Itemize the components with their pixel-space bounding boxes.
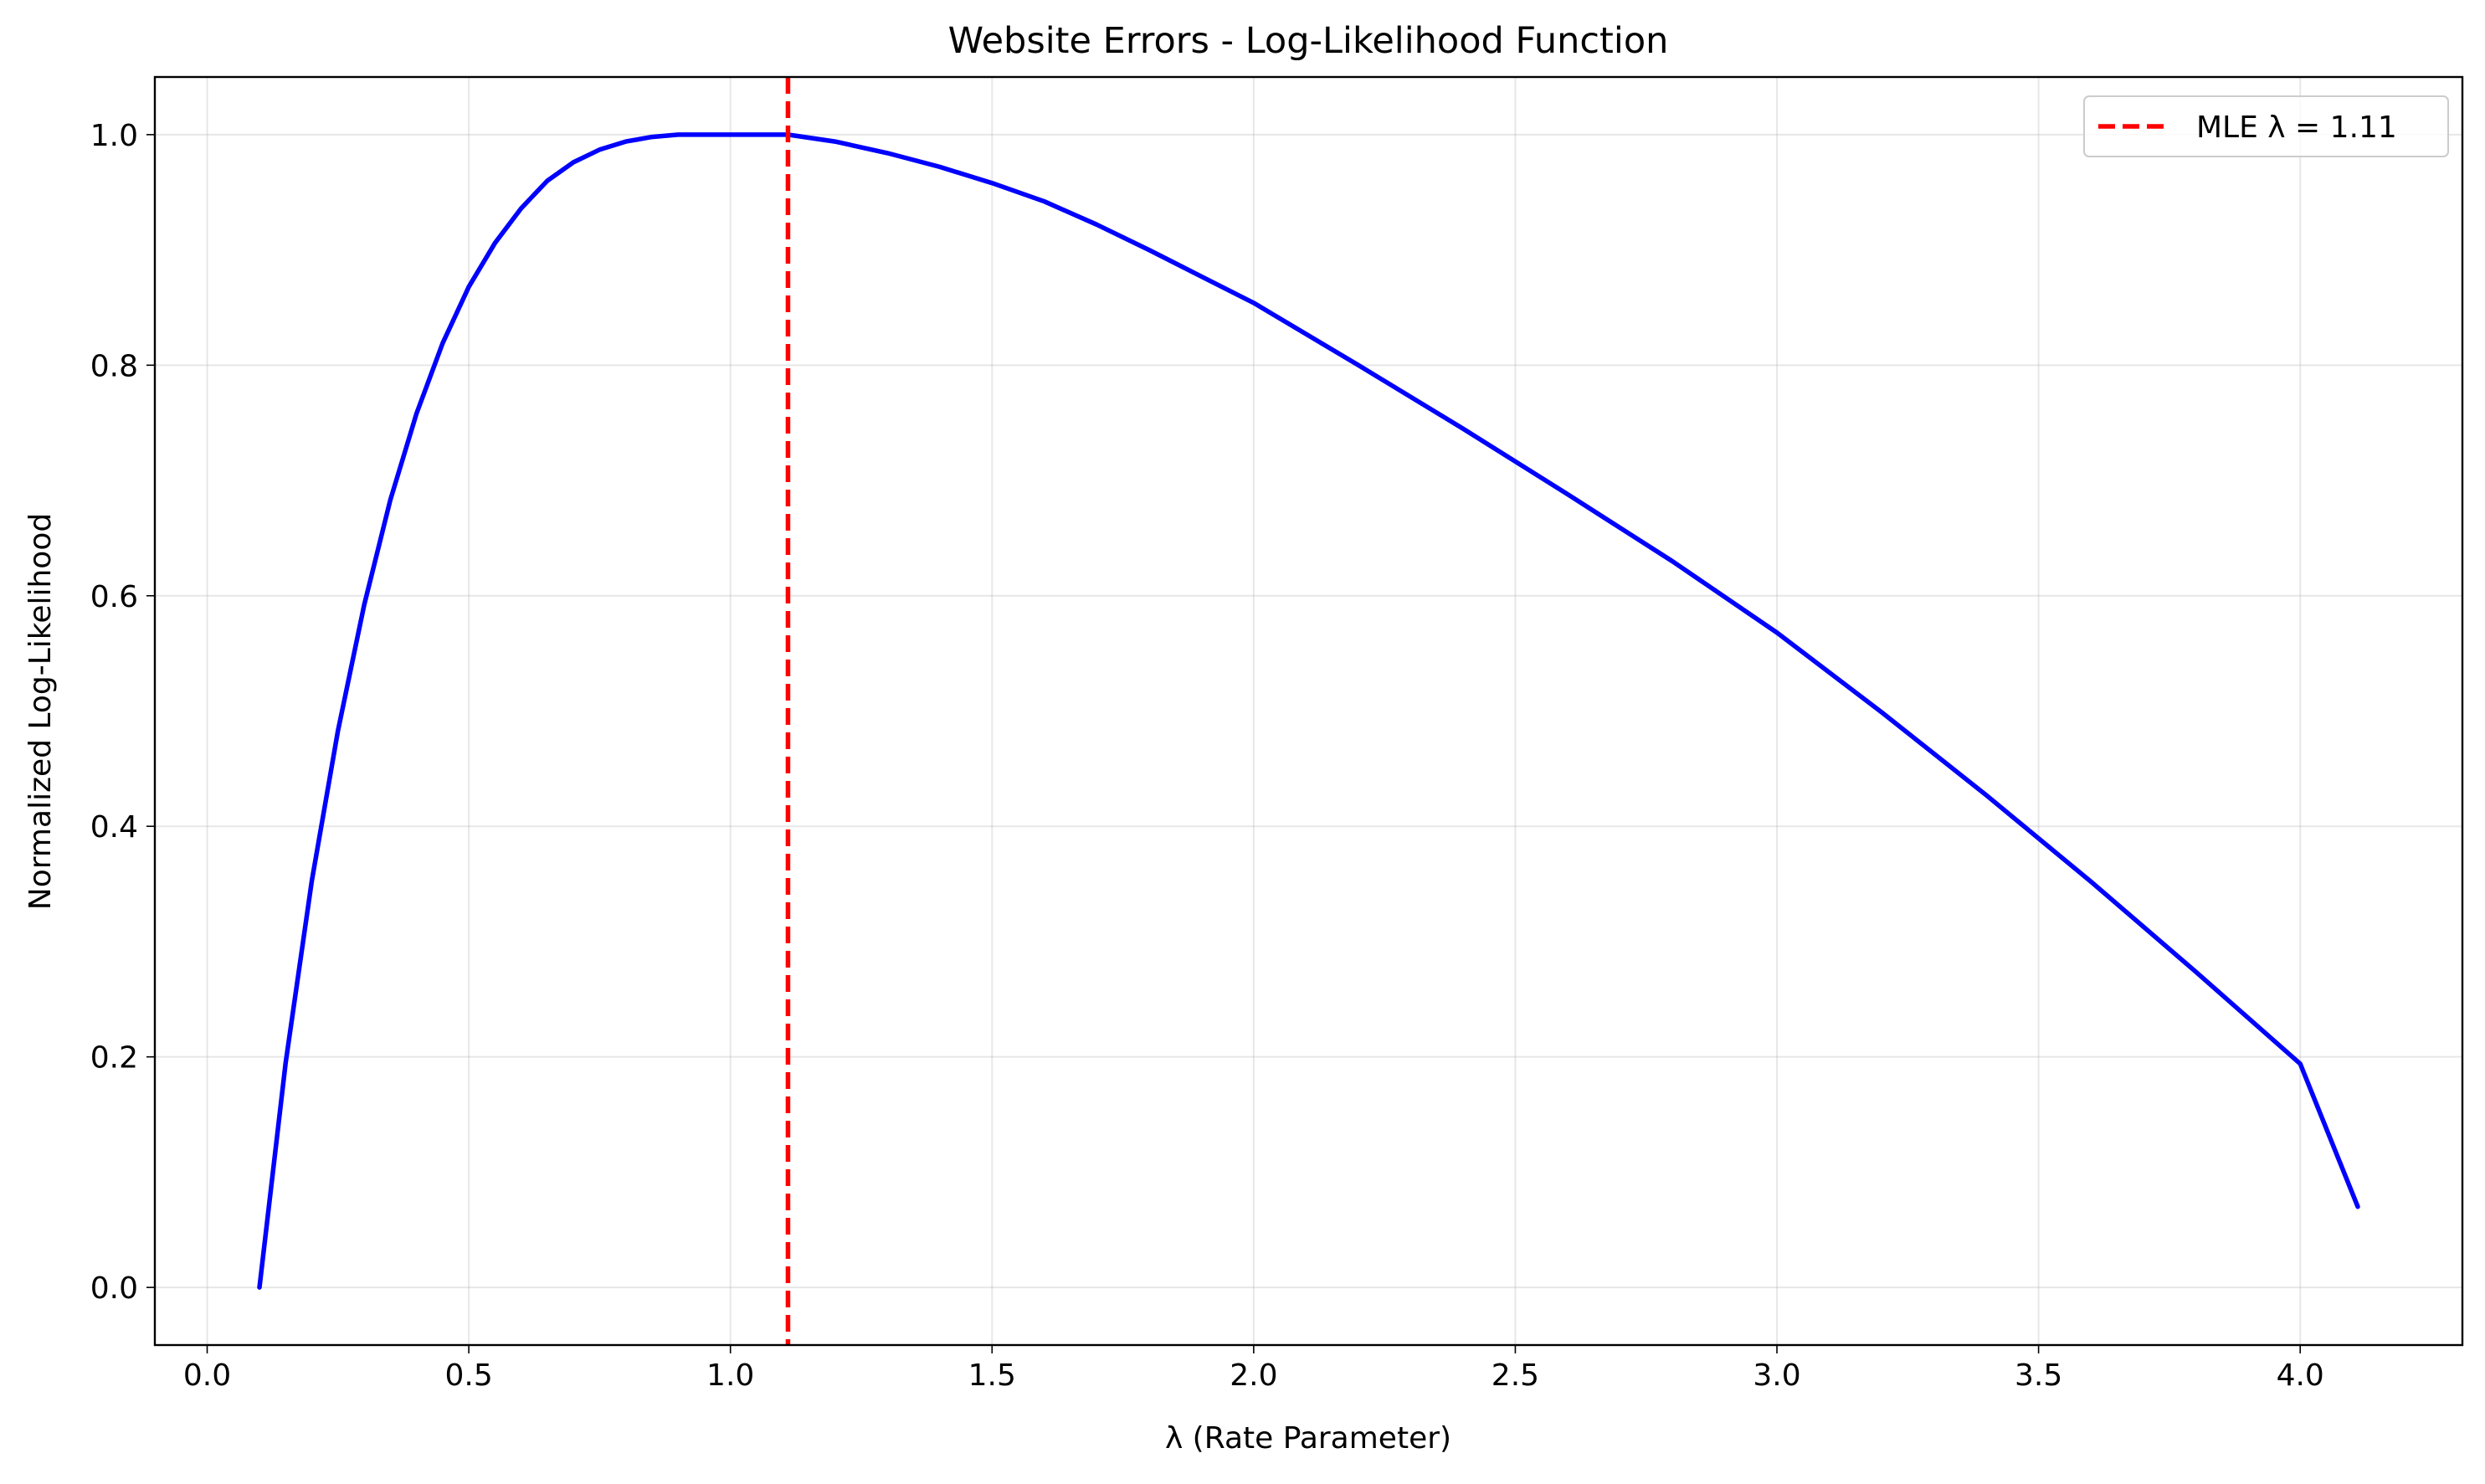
x-tick-label: 4.0 (2277, 1358, 2324, 1393)
x-tick-label: 1.5 (968, 1358, 1016, 1393)
x-tick-label: 0.0 (183, 1358, 231, 1393)
y-tick-label: 0.0 (90, 1271, 138, 1306)
legend-label-mle: MLE λ = 1.11 (2196, 110, 2397, 145)
axis-ticks: 0.0 0.5 1.0 1.5 2.0 2.5 3.0 3.5 4.0 0.0 0.2 0.4 0.6 0… (90, 119, 2324, 1393)
legend-box (2083, 95, 2449, 157)
y-tick-label: 0.8 (90, 349, 138, 383)
y-tick-label: 0.2 (90, 1041, 138, 1076)
grid (155, 77, 2462, 1345)
plot-series (257, 77, 2360, 1345)
plot-frame (153, 75, 2464, 1347)
y-tick-label: 0.6 (90, 580, 138, 614)
x-tick-label: 1.0 (706, 1358, 754, 1393)
x-tick-label: 2.5 (1492, 1358, 1539, 1393)
y-tick-label: 0.4 (90, 810, 138, 845)
x-tick-label: 3.5 (2015, 1358, 2062, 1393)
legend: MLE λ = 1.11 (2083, 95, 2449, 157)
x-tick-label: 0.5 (444, 1358, 492, 1393)
x-tick-label: 3.0 (1753, 1358, 1800, 1393)
y-axis-label: Normalized Log-Likelihood (23, 513, 58, 910)
x-axis-label: λ (Rate Parameter) (1165, 1421, 1451, 1456)
chart-title: Website Errors - Log-Likelihood Function (948, 20, 1669, 62)
x-tick-label: 2.0 (1230, 1358, 1277, 1393)
y-tick-label: 1.0 (90, 119, 138, 153)
